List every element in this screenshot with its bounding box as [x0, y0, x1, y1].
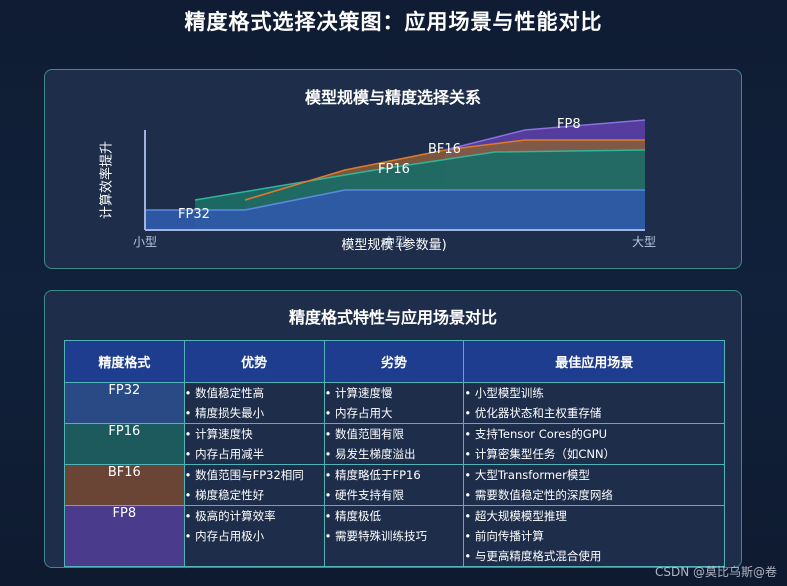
- table-row: FP32 • 数值稳定性高 • 精度损失最小 • 计算速度慢 • 内存占用大 • 小型模型…: [64, 382, 725, 424]
- header-pros: 优势: [183, 340, 325, 383]
- x-tick-small: 小型: [133, 235, 158, 249]
- cons-cell: • 数值范围有限 • 易发生梯度溢出: [323, 423, 465, 465]
- format-cell: BF16: [64, 464, 185, 506]
- pros-cell: • 极高的计算效率 • 内存占用极小: [183, 505, 325, 567]
- cons-cell: • 精度极低 • 需要特殊训练技巧: [323, 505, 465, 567]
- cons-item: • 内存占用大: [324, 406, 393, 420]
- fp8-edge: [444, 119, 646, 151]
- x-axis-label: 模型规模 (参数量): [341, 238, 447, 253]
- panel-title-scale: 模型规模与精度选择关系: [304, 88, 481, 107]
- use-item: • 与更高精度格式混合使用: [464, 549, 602, 563]
- use-item: • 小型模型训练: [464, 386, 544, 400]
- fp8-label: FP8: [557, 117, 581, 132]
- use-cell: • 支持Tensor Cores的GPU • 计算密集型任务（如CNN）: [463, 423, 725, 465]
- use-item: • 计算密集型任务（如CNN）: [464, 447, 616, 461]
- pros-item: • 数值稳定性高: [184, 386, 265, 400]
- cons-cell: • 精度略低于FP16 • 硬件支持有限: [323, 464, 465, 506]
- page-title: 精度格式选择决策图：应用场景与性能对比: [184, 10, 603, 34]
- bf16-label: BF16: [428, 142, 461, 157]
- use-cell: • 大型Transformer模型 • 需要数值稳定性的深度网络: [463, 464, 725, 506]
- y-axis-label: 计算效率提升: [99, 140, 115, 220]
- cons-item: • 精度极低: [324, 509, 382, 523]
- pros-cell: • 数值稳定性高 • 精度损失最小: [183, 382, 325, 424]
- table-row: FP16 • 计算速度快 • 内存占用减半 • 数值范围有限 • 易发生梯度溢出 • 支持…: [64, 423, 725, 465]
- pros-item: • 内存占用减半: [184, 447, 265, 461]
- use-item: • 支持Tensor Cores的GPU: [464, 427, 608, 441]
- cons-item: • 硬件支持有限: [324, 488, 405, 502]
- watermark: CSDN @莫比乌斯@卷: [654, 565, 777, 579]
- header-cons: 劣势: [323, 340, 465, 383]
- use-item: • 前向传播计算: [464, 529, 544, 543]
- use-cell: • 小型模型训练 • 优化器状态和主权重存储: [463, 382, 725, 424]
- format-cell: FP16: [64, 423, 185, 465]
- pros-cell: • 计算速度快 • 内存占用减半: [183, 423, 325, 465]
- x-tick-large: 大型: [632, 235, 657, 249]
- panel-title-compare: 精度格式特性与应用场景对比: [288, 308, 497, 327]
- header-format: 精度格式: [64, 340, 185, 383]
- cons-item: • 数值范围有限: [324, 427, 405, 441]
- pros-item: • 精度损失最小: [184, 406, 265, 420]
- format-cell: FP32: [64, 382, 185, 424]
- use-item: • 优化器状态和主权重存储: [464, 406, 602, 420]
- format-cell: FP8: [64, 505, 185, 567]
- cons-item: • 易发生梯度溢出: [324, 447, 416, 461]
- use-item: • 超大规模模型推理: [464, 509, 567, 523]
- cons-cell: • 计算速度慢 • 内存占用大: [323, 382, 465, 424]
- pros-item: • 数值范围与FP32相同: [184, 468, 304, 482]
- use-cell: • 超大规模模型推理 • 前向传播计算 • 与更高精度格式混合使用: [463, 505, 725, 567]
- use-item: • 需要数值稳定性的深度网络: [464, 488, 613, 502]
- cons-item: • 精度略低于FP16: [324, 468, 421, 482]
- comparison-panel: 精度格式特性与应用场景对比 精度格式 优势 劣势 最佳应用场景 FP32 • 数值…: [44, 290, 742, 568]
- cons-item: • 计算速度慢: [324, 386, 393, 400]
- pros-item: • 极高的计算效率: [184, 509, 276, 523]
- pros-item: • 内存占用极小: [184, 529, 265, 543]
- fp32-area: [145, 190, 645, 230]
- pros-item: • 计算速度快: [184, 427, 253, 441]
- scale-precision-panel: 模型规模与精度选择关系 计算效率提升 小型 中型 大型 模型规模 (参数量) F…: [44, 69, 742, 269]
- table-row: BF16 • 数值范围与FP32相同 • 梯度稳定性好 • 精度略低于FP16 • 硬件…: [64, 464, 725, 506]
- use-item: • 大型Transformer模型: [464, 468, 590, 482]
- fp16-label: FP16: [378, 162, 410, 177]
- table-row: FP8 • 极高的计算效率 • 内存占用极小 • 精度极低 • 需要特殊训练技巧 • 超大…: [64, 505, 725, 567]
- table-header-row: 精度格式 优势 劣势 最佳应用场景: [64, 340, 725, 383]
- scale-precision-chart: [144, 119, 646, 231]
- cons-item: • 需要特殊训练技巧: [324, 529, 428, 543]
- fp32-edge: [145, 189, 645, 211]
- comparison-table: 精度格式 优势 劣势 最佳应用场景 FP32 • 数值稳定性高 • 精度损失最小 • …: [64, 340, 725, 567]
- pros-item: • 梯度稳定性好: [184, 488, 265, 502]
- pros-cell: • 数值范围与FP32相同 • 梯度稳定性好: [183, 464, 325, 506]
- x-tick-medium: 中型: [383, 235, 408, 249]
- header-use: 最佳应用场景: [463, 340, 725, 383]
- fp16-edge: [194, 149, 646, 201]
- fp32-label: FP32: [178, 207, 210, 222]
